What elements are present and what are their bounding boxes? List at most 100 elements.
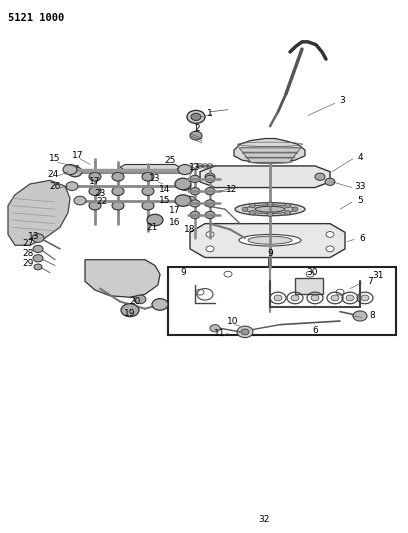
Text: 33: 33 xyxy=(354,182,366,191)
Circle shape xyxy=(112,187,124,196)
Text: 22: 22 xyxy=(96,198,108,206)
Text: 7: 7 xyxy=(367,277,373,286)
Circle shape xyxy=(190,188,200,195)
Text: 17: 17 xyxy=(89,177,101,187)
Text: 19: 19 xyxy=(124,309,136,318)
Circle shape xyxy=(190,200,200,207)
Circle shape xyxy=(331,295,339,301)
Text: 11: 11 xyxy=(214,329,226,338)
Circle shape xyxy=(68,167,82,177)
Circle shape xyxy=(249,211,255,215)
Circle shape xyxy=(336,289,344,295)
Circle shape xyxy=(112,201,124,210)
Text: 17: 17 xyxy=(169,206,181,215)
Circle shape xyxy=(33,255,43,262)
Text: 24: 24 xyxy=(47,170,59,179)
Circle shape xyxy=(179,182,191,190)
Polygon shape xyxy=(247,158,293,163)
Text: 12: 12 xyxy=(226,184,238,193)
Circle shape xyxy=(346,295,354,301)
Text: 26: 26 xyxy=(49,182,61,191)
Polygon shape xyxy=(243,153,297,157)
Circle shape xyxy=(249,204,255,208)
Polygon shape xyxy=(120,165,180,170)
Circle shape xyxy=(142,187,154,196)
Circle shape xyxy=(191,113,201,120)
Circle shape xyxy=(361,295,369,301)
Text: 9: 9 xyxy=(180,268,186,277)
Text: 30: 30 xyxy=(306,268,318,277)
Text: 9: 9 xyxy=(267,249,273,259)
Circle shape xyxy=(178,165,192,175)
Text: 6: 6 xyxy=(359,233,365,243)
Polygon shape xyxy=(8,180,70,245)
Text: 16: 16 xyxy=(169,217,181,227)
Text: 27: 27 xyxy=(22,239,34,248)
Ellipse shape xyxy=(235,278,305,298)
Circle shape xyxy=(274,295,282,301)
Circle shape xyxy=(326,246,334,252)
Circle shape xyxy=(152,298,168,310)
Circle shape xyxy=(184,196,196,205)
Text: 10: 10 xyxy=(227,317,239,326)
Circle shape xyxy=(325,178,335,185)
Circle shape xyxy=(187,110,205,123)
Circle shape xyxy=(74,196,86,205)
Text: 25: 25 xyxy=(164,156,176,165)
Circle shape xyxy=(205,200,215,207)
Text: 1: 1 xyxy=(207,109,213,118)
Polygon shape xyxy=(85,260,160,297)
Ellipse shape xyxy=(245,205,295,214)
Circle shape xyxy=(66,182,78,190)
Circle shape xyxy=(196,289,204,295)
Polygon shape xyxy=(200,166,330,188)
Circle shape xyxy=(190,212,200,219)
Circle shape xyxy=(241,329,249,335)
Circle shape xyxy=(32,234,44,243)
Circle shape xyxy=(34,264,42,270)
Polygon shape xyxy=(190,224,345,257)
Text: 8: 8 xyxy=(369,311,375,320)
Circle shape xyxy=(315,173,325,180)
Text: 4: 4 xyxy=(357,153,363,162)
Text: 15: 15 xyxy=(159,196,171,205)
Bar xyxy=(295,278,323,294)
Circle shape xyxy=(205,212,215,219)
Circle shape xyxy=(190,175,200,182)
Text: 15: 15 xyxy=(49,154,61,163)
Text: 28: 28 xyxy=(22,249,34,259)
Ellipse shape xyxy=(250,283,290,294)
Text: 32: 32 xyxy=(258,515,270,524)
Polygon shape xyxy=(190,267,350,312)
Text: 17: 17 xyxy=(72,151,84,160)
Circle shape xyxy=(292,207,298,212)
Circle shape xyxy=(210,325,220,332)
Polygon shape xyxy=(239,148,301,152)
Circle shape xyxy=(242,207,248,212)
Text: 21: 21 xyxy=(146,223,157,232)
Circle shape xyxy=(121,304,139,317)
Text: 13: 13 xyxy=(28,232,40,241)
Ellipse shape xyxy=(222,274,317,303)
Text: 13: 13 xyxy=(149,174,161,183)
Circle shape xyxy=(89,187,101,196)
Text: 6: 6 xyxy=(312,326,318,335)
Circle shape xyxy=(147,214,163,226)
Circle shape xyxy=(291,295,299,301)
Circle shape xyxy=(285,211,290,215)
Circle shape xyxy=(285,204,290,208)
Circle shape xyxy=(63,165,77,175)
Circle shape xyxy=(175,195,191,206)
Circle shape xyxy=(311,295,319,301)
Circle shape xyxy=(89,201,101,210)
Circle shape xyxy=(175,178,191,190)
Circle shape xyxy=(205,188,215,195)
Circle shape xyxy=(142,201,154,210)
Polygon shape xyxy=(234,139,305,163)
Text: 5121 1000: 5121 1000 xyxy=(8,13,64,23)
Circle shape xyxy=(206,231,214,237)
Bar xyxy=(168,267,396,335)
Circle shape xyxy=(237,326,253,337)
Ellipse shape xyxy=(239,235,301,246)
Ellipse shape xyxy=(248,236,292,244)
